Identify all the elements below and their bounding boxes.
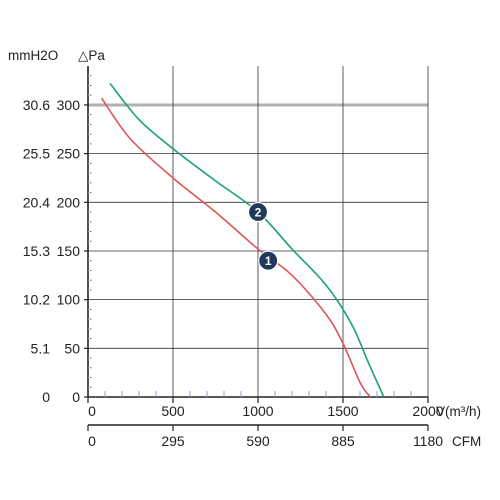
x-secondary-tick-label: 1180 bbox=[413, 433, 443, 449]
x-secondary-tick-label: 590 bbox=[246, 433, 270, 449]
marker-label: 1 bbox=[265, 254, 272, 268]
y-tick-label-pa: 250 bbox=[57, 146, 81, 162]
y-axis-label-pa: △Pa bbox=[78, 48, 105, 63]
x-tick-label: 500 bbox=[161, 403, 185, 419]
x-secondary-tick-label: 885 bbox=[331, 433, 355, 449]
y-tick-label-mmh2o: 0 bbox=[42, 389, 50, 405]
y-tick-label-mmh2o: 15.3 bbox=[23, 243, 50, 259]
y-tick-label-pa: 300 bbox=[57, 97, 81, 113]
x-secondary-tick-label: 0 bbox=[88, 433, 96, 449]
y-tick-label-mmh2o: 5.1 bbox=[31, 340, 51, 356]
y-tick-label-mmh2o: 25.5 bbox=[23, 146, 50, 162]
y-tick-label-pa: 100 bbox=[57, 292, 81, 308]
series-line-1 bbox=[100, 97, 371, 398]
y-tick-label-pa: 50 bbox=[64, 340, 80, 356]
curve-marker-2: 2 bbox=[247, 201, 269, 223]
y-tick-label-mmh2o: 10.2 bbox=[23, 292, 50, 308]
marker-label: 2 bbox=[255, 206, 262, 220]
x-secondary-tick-label: 295 bbox=[161, 433, 185, 449]
marker-circle bbox=[258, 250, 279, 271]
x-tick-label: 1500 bbox=[327, 403, 358, 419]
x-tick-label: 1000 bbox=[242, 403, 273, 419]
x-axis-label-volume: V(m³/h) bbox=[436, 404, 481, 419]
marker-circle bbox=[247, 201, 269, 223]
x-axis-label-cfm: CFM bbox=[452, 434, 481, 449]
y-tick-label-pa: 0 bbox=[72, 389, 80, 405]
y-tick-label-pa: 150 bbox=[57, 243, 81, 259]
y-axis-label-mmh2o: mmH2O bbox=[8, 48, 58, 63]
x-tick-label: 0 bbox=[88, 403, 96, 419]
curve-marker-1: 1 bbox=[258, 250, 279, 271]
y-tick-label-mmh2o: 20.4 bbox=[23, 194, 50, 210]
x-tick-label: 2000 bbox=[412, 403, 443, 419]
y-tick-label-pa: 200 bbox=[57, 194, 81, 210]
series-line-2 bbox=[109, 83, 385, 398]
y-tick-label-mmh2o: 30.6 bbox=[23, 97, 50, 113]
